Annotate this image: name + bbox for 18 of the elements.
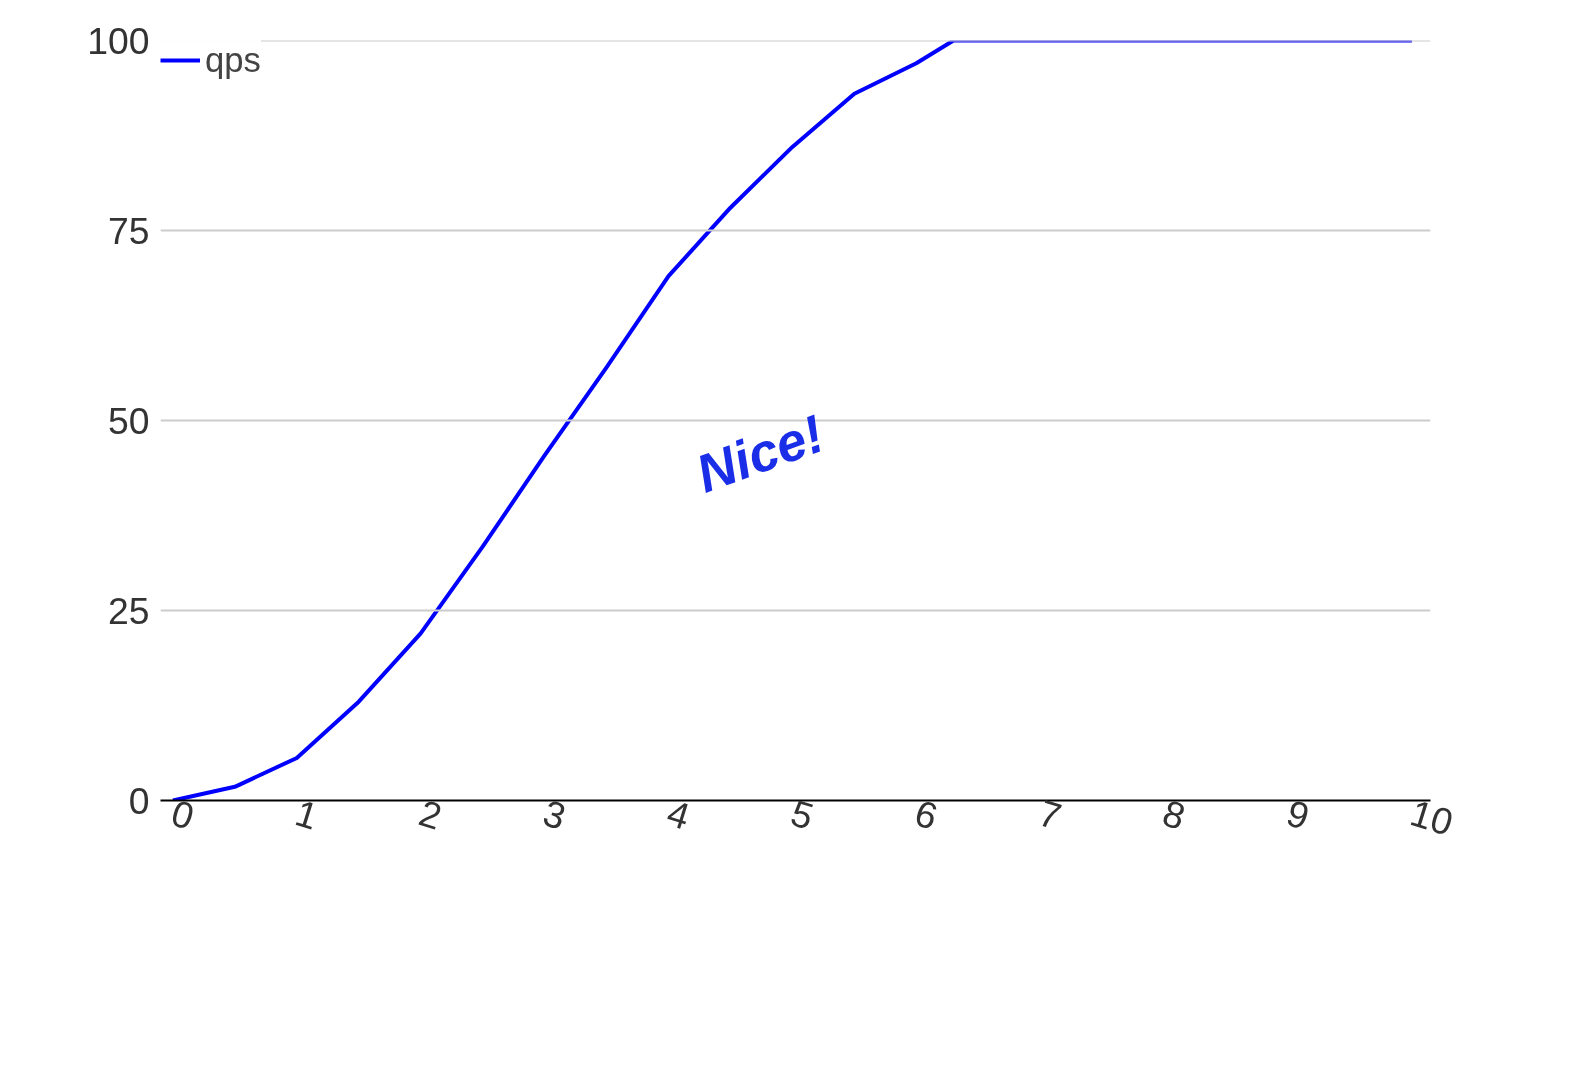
x-tick-label: 3 [538,791,571,838]
x-tick-label: 7 [1034,791,1067,838]
x-tick-label: 6 [910,791,943,838]
y-tick-label: 25 [107,589,150,632]
x-tick-label: 10 [1405,791,1458,844]
x-tick-label: 0 [166,791,199,838]
y-tick-label: 100 [87,19,150,62]
x-tick-label: 8 [1157,791,1191,838]
x-tick-label: 9 [1281,791,1315,838]
line-series [170,40,1414,801]
legend-label: qps [205,40,261,80]
x-tick-label: 5 [786,791,819,838]
x-tick-label: 1 [290,791,323,838]
x-tick-label: 2 [414,791,447,838]
y-tick-label: 50 [107,399,150,442]
annotation: Nice! [688,403,832,504]
x-tick-label: 4 [662,791,695,838]
y-tick-label: 75 [107,209,150,252]
